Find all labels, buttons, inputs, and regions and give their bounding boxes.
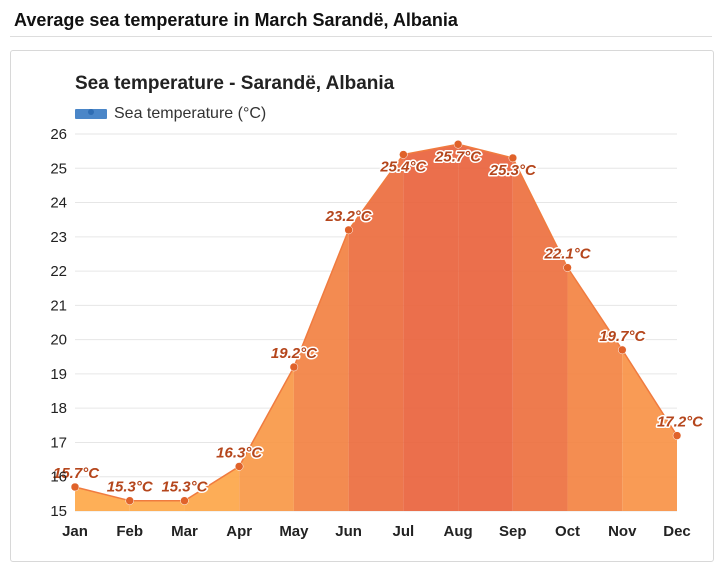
area-band: [348, 154, 404, 511]
x-tick-label: Mar: [171, 523, 198, 540]
area-band: [239, 367, 294, 511]
data-point[interactable]: [508, 153, 518, 163]
area-band: [184, 466, 240, 511]
y-tick-label: 20: [50, 332, 67, 349]
data-point[interactable]: [289, 362, 299, 372]
area-band: [512, 157, 568, 511]
x-axis-ticks: Jan Feb Mar Apr May Jun Jul Aug Sep Oct Nov Dec: [62, 523, 691, 540]
data-point[interactable]: [180, 496, 189, 505]
chart-title: Sea temperature - Sarandë, Albania: [75, 73, 395, 94]
y-tick-label: 15: [50, 503, 67, 520]
sea-temperature-chart: 15.7°C 15.3°C 15.3°C 16.3°C 19.2°C 23.2°C 25.4…: [50, 73, 706, 540]
data-point[interactable]: [234, 462, 244, 471]
data-label: 25.4°C: [379, 159, 427, 176]
data-label: 23.2°C: [325, 208, 373, 225]
area-band: [293, 229, 349, 512]
legend-marker-icon: [88, 109, 94, 115]
page-title: Average sea temperature in March Sarandë…: [14, 10, 458, 30]
data-label: 25.3°C: [489, 162, 537, 179]
y-tick-label: 21: [50, 297, 67, 314]
data-point[interactable]: [399, 150, 408, 159]
series-line: [74, 143, 678, 502]
x-tick-label: Apr: [226, 523, 252, 540]
y-axis-ticks: 15 16 17 18 19 20 21 22 23 24 25 26: [50, 126, 67, 520]
data-label: 17.2°C: [657, 414, 704, 431]
data-label: 15.3°C: [107, 479, 154, 496]
area-band: [403, 144, 459, 512]
chart-card: 15.7°C 15.3°C 15.3°C 16.3°C 19.2°C 23.2°C 25.4…: [10, 50, 714, 562]
data-label: 22.1°C: [544, 246, 592, 263]
legend[interactable]: Sea temperature (°C): [75, 105, 266, 122]
area-bands: [75, 144, 677, 512]
x-tick-label: Jun: [335, 523, 362, 540]
area-band: [567, 267, 623, 511]
data-label: 15.7°C: [53, 465, 100, 482]
x-tick-label: Jul: [393, 523, 415, 540]
data-point[interactable]: [672, 431, 682, 440]
x-tick-label: Jan: [62, 523, 88, 540]
x-tick-label: Nov: [608, 523, 637, 540]
y-tick-label: 17: [50, 434, 67, 451]
data-point[interactable]: [453, 140, 463, 149]
area-band: [75, 487, 130, 511]
y-tick-label: 22: [50, 263, 67, 280]
data-label: 19.7°C: [599, 328, 646, 345]
x-tick-label: Feb: [116, 523, 143, 540]
y-tick-label: 25: [50, 160, 67, 177]
data-point[interactable]: [70, 482, 80, 492]
data-point[interactable]: [344, 225, 353, 235]
x-tick-label: Aug: [444, 523, 473, 540]
data-point[interactable]: [618, 345, 627, 355]
y-tick-label: 23: [50, 229, 67, 246]
x-tick-label: Oct: [555, 523, 580, 540]
y-tick-label: 19: [50, 366, 67, 383]
data-point[interactable]: [563, 263, 572, 272]
y-tick-label: 18: [50, 400, 67, 417]
area-band: [622, 349, 677, 511]
x-tick-label: May: [279, 523, 309, 540]
area-band: [458, 144, 513, 512]
x-tick-label: Sep: [499, 523, 527, 540]
title-divider: [10, 36, 712, 37]
data-label: 16.3°C: [216, 444, 263, 461]
legend-label: Sea temperature (°C): [114, 105, 266, 122]
y-tick-label: 26: [50, 126, 67, 143]
x-tick-label: Dec: [663, 523, 691, 540]
data-label: 25.7°C: [434, 148, 482, 165]
y-tick-label: 24: [50, 195, 67, 212]
area-band: [129, 500, 185, 511]
data-label: 15.3°C: [161, 479, 208, 496]
data-labels: 15.7°C 15.3°C 15.3°C 16.3°C 19.2°C 23.2°C 25.4…: [52, 147, 706, 497]
data-label: 19.2°C: [271, 345, 318, 362]
data-point[interactable]: [125, 496, 134, 505]
y-tick-label: 16: [50, 469, 67, 486]
data-points: [70, 140, 682, 505]
